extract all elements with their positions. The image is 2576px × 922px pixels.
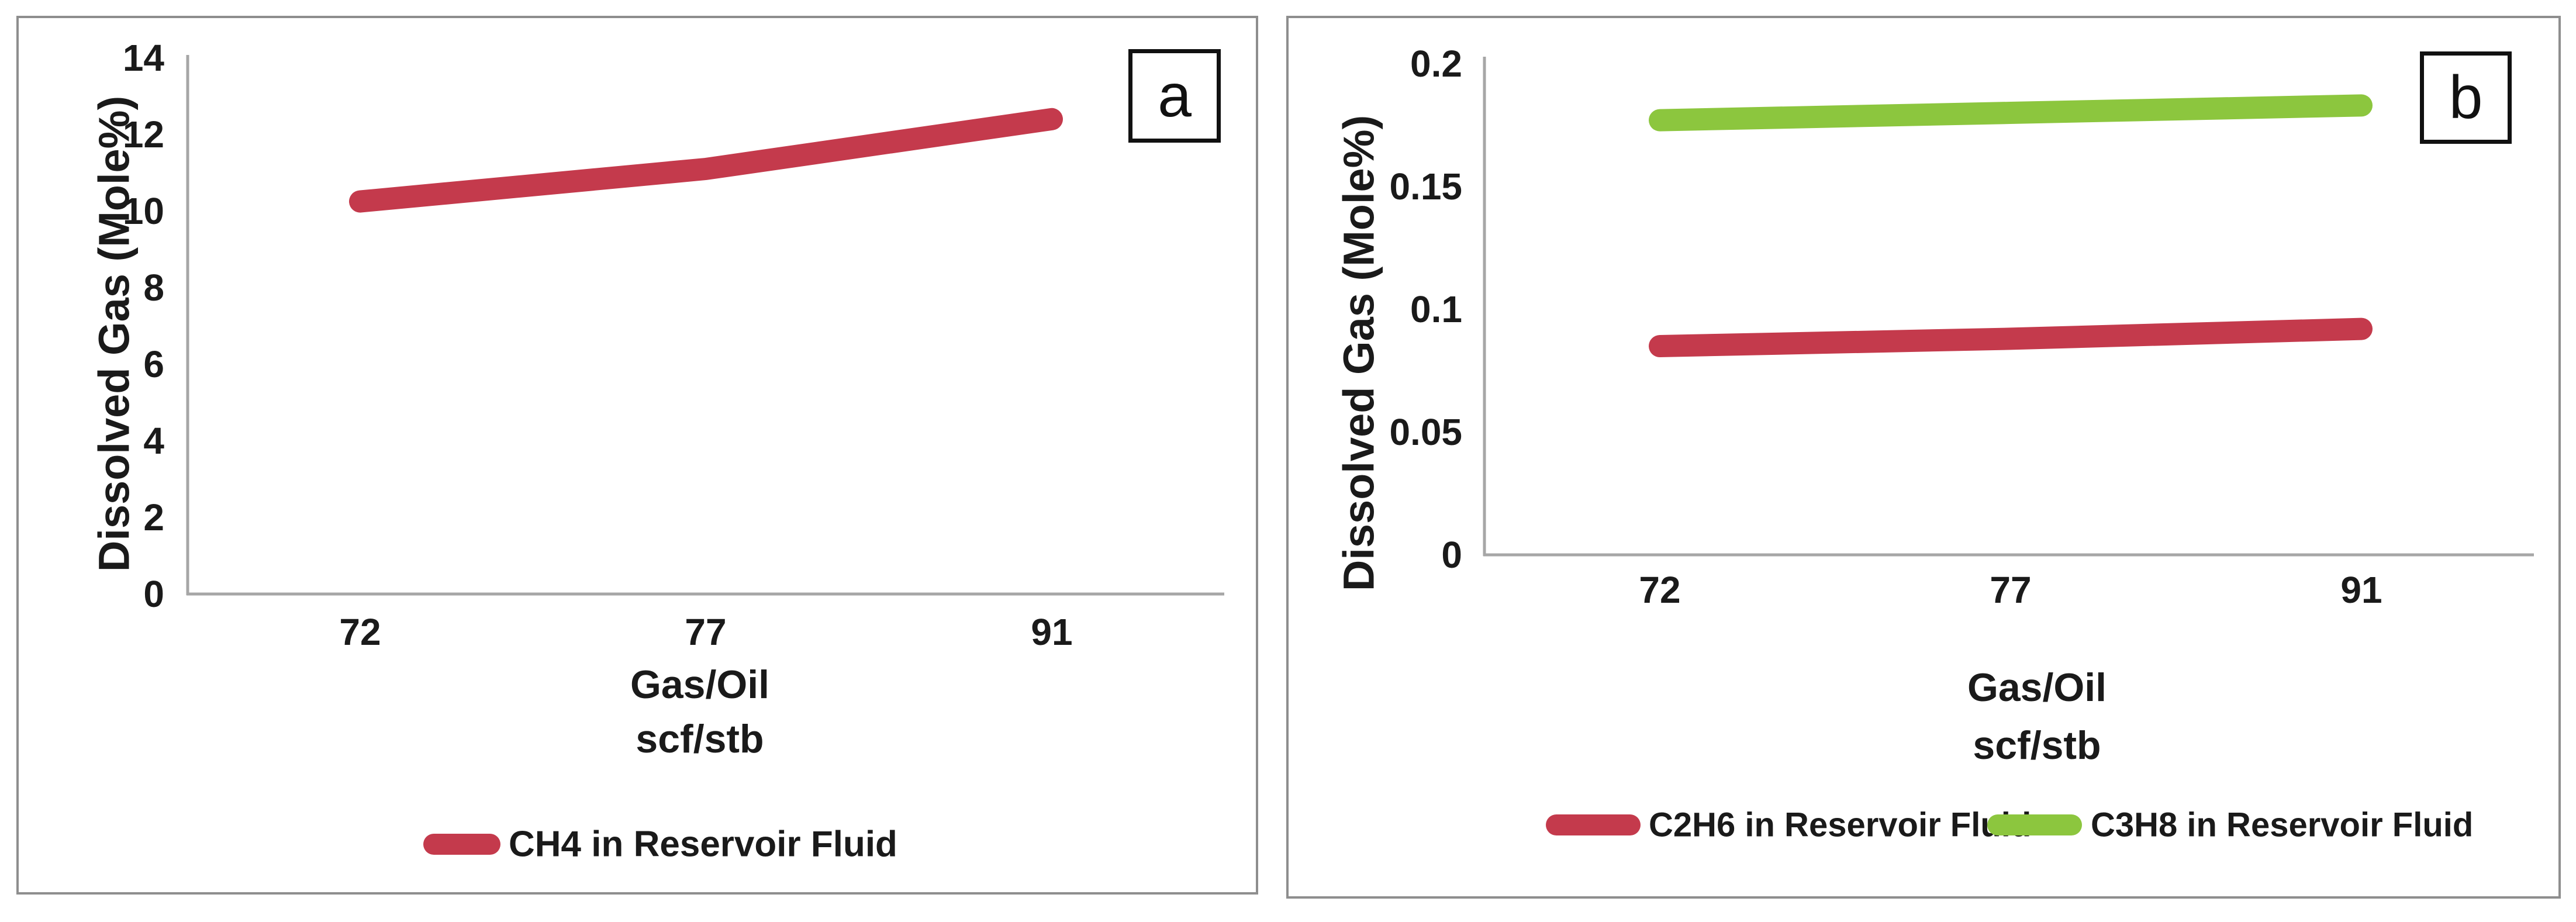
legend-swatch [1546,814,1641,835]
x-tick-label: 72 [339,611,381,653]
y-tick-label: 12 [123,113,164,156]
x-tick-label: 91 [1031,611,1072,653]
legend-swatch [423,834,500,855]
y-tick-label: 0.15 [1389,165,1462,208]
x-axis-title-line2: scf/stb [636,717,764,761]
panel-a: 0 2 4 6 8 10 12 14 72 77 91 Dissolved Gas (Mole%) Ga… [16,16,1258,895]
x-tick-label: 72 [1639,569,1680,611]
chart-a: 0 2 4 6 8 10 12 14 72 77 91 Dissolved Gas (Mole%) Ga… [90,37,1224,865]
panel-a-label-box: a [1128,49,1221,143]
series-line [1649,94,2373,132]
panel-a-label: a [1158,62,1192,130]
panel-b-label: b [2449,64,2483,132]
y-tick-label: 10 [123,190,164,232]
legend-label: C3H8 in Reservoir Fluid [2091,806,2473,844]
x-axis-title-line1: Gas/Oil [630,662,769,707]
y-tick-label: 0 [143,573,164,615]
y-tick-label: 8 [143,267,164,309]
y-tick-label: 0.05 [1389,411,1462,453]
x-tick-label: 77 [685,611,726,653]
x-tick-label: 91 [2340,569,2382,611]
y-tick-label: 6 [143,343,164,385]
legend-label: C2H6 in Reservoir Fluid [1649,806,2031,844]
y-tick-label: 0.1 [1410,288,1462,330]
series-line [1649,317,2373,357]
y-axis-title: Dissolved Gas (Mole%) [1335,115,1383,591]
x-axis-title-line1: Gas/Oil [1967,665,2107,710]
y-tick-label: 4 [143,420,164,462]
panel-b-label-box: b [2420,51,2512,144]
y-tick-label: 14 [123,37,165,79]
y-tick-label: 0 [1441,534,1462,576]
panel-b: 0 0.05 0.1 0.15 0.2 72 77 91 Dissolved Gas (Mole… [1286,16,2561,899]
y-tick-label: 0.2 [1410,43,1462,85]
y-tick-label: 2 [143,496,164,538]
y-axis-title: Dissolved Gas (Mole%) [90,96,139,572]
legend-label: CH4 in Reservoir Fluid [509,824,897,865]
x-axis-title-line2: scf/stb [1973,723,2101,768]
series-line [349,108,1063,213]
legend-swatch [1987,814,2082,835]
chart-b: 0 0.05 0.1 0.15 0.2 72 77 91 Dissolved Gas (Mole… [1335,43,2534,844]
x-tick-label: 77 [1990,569,2031,611]
